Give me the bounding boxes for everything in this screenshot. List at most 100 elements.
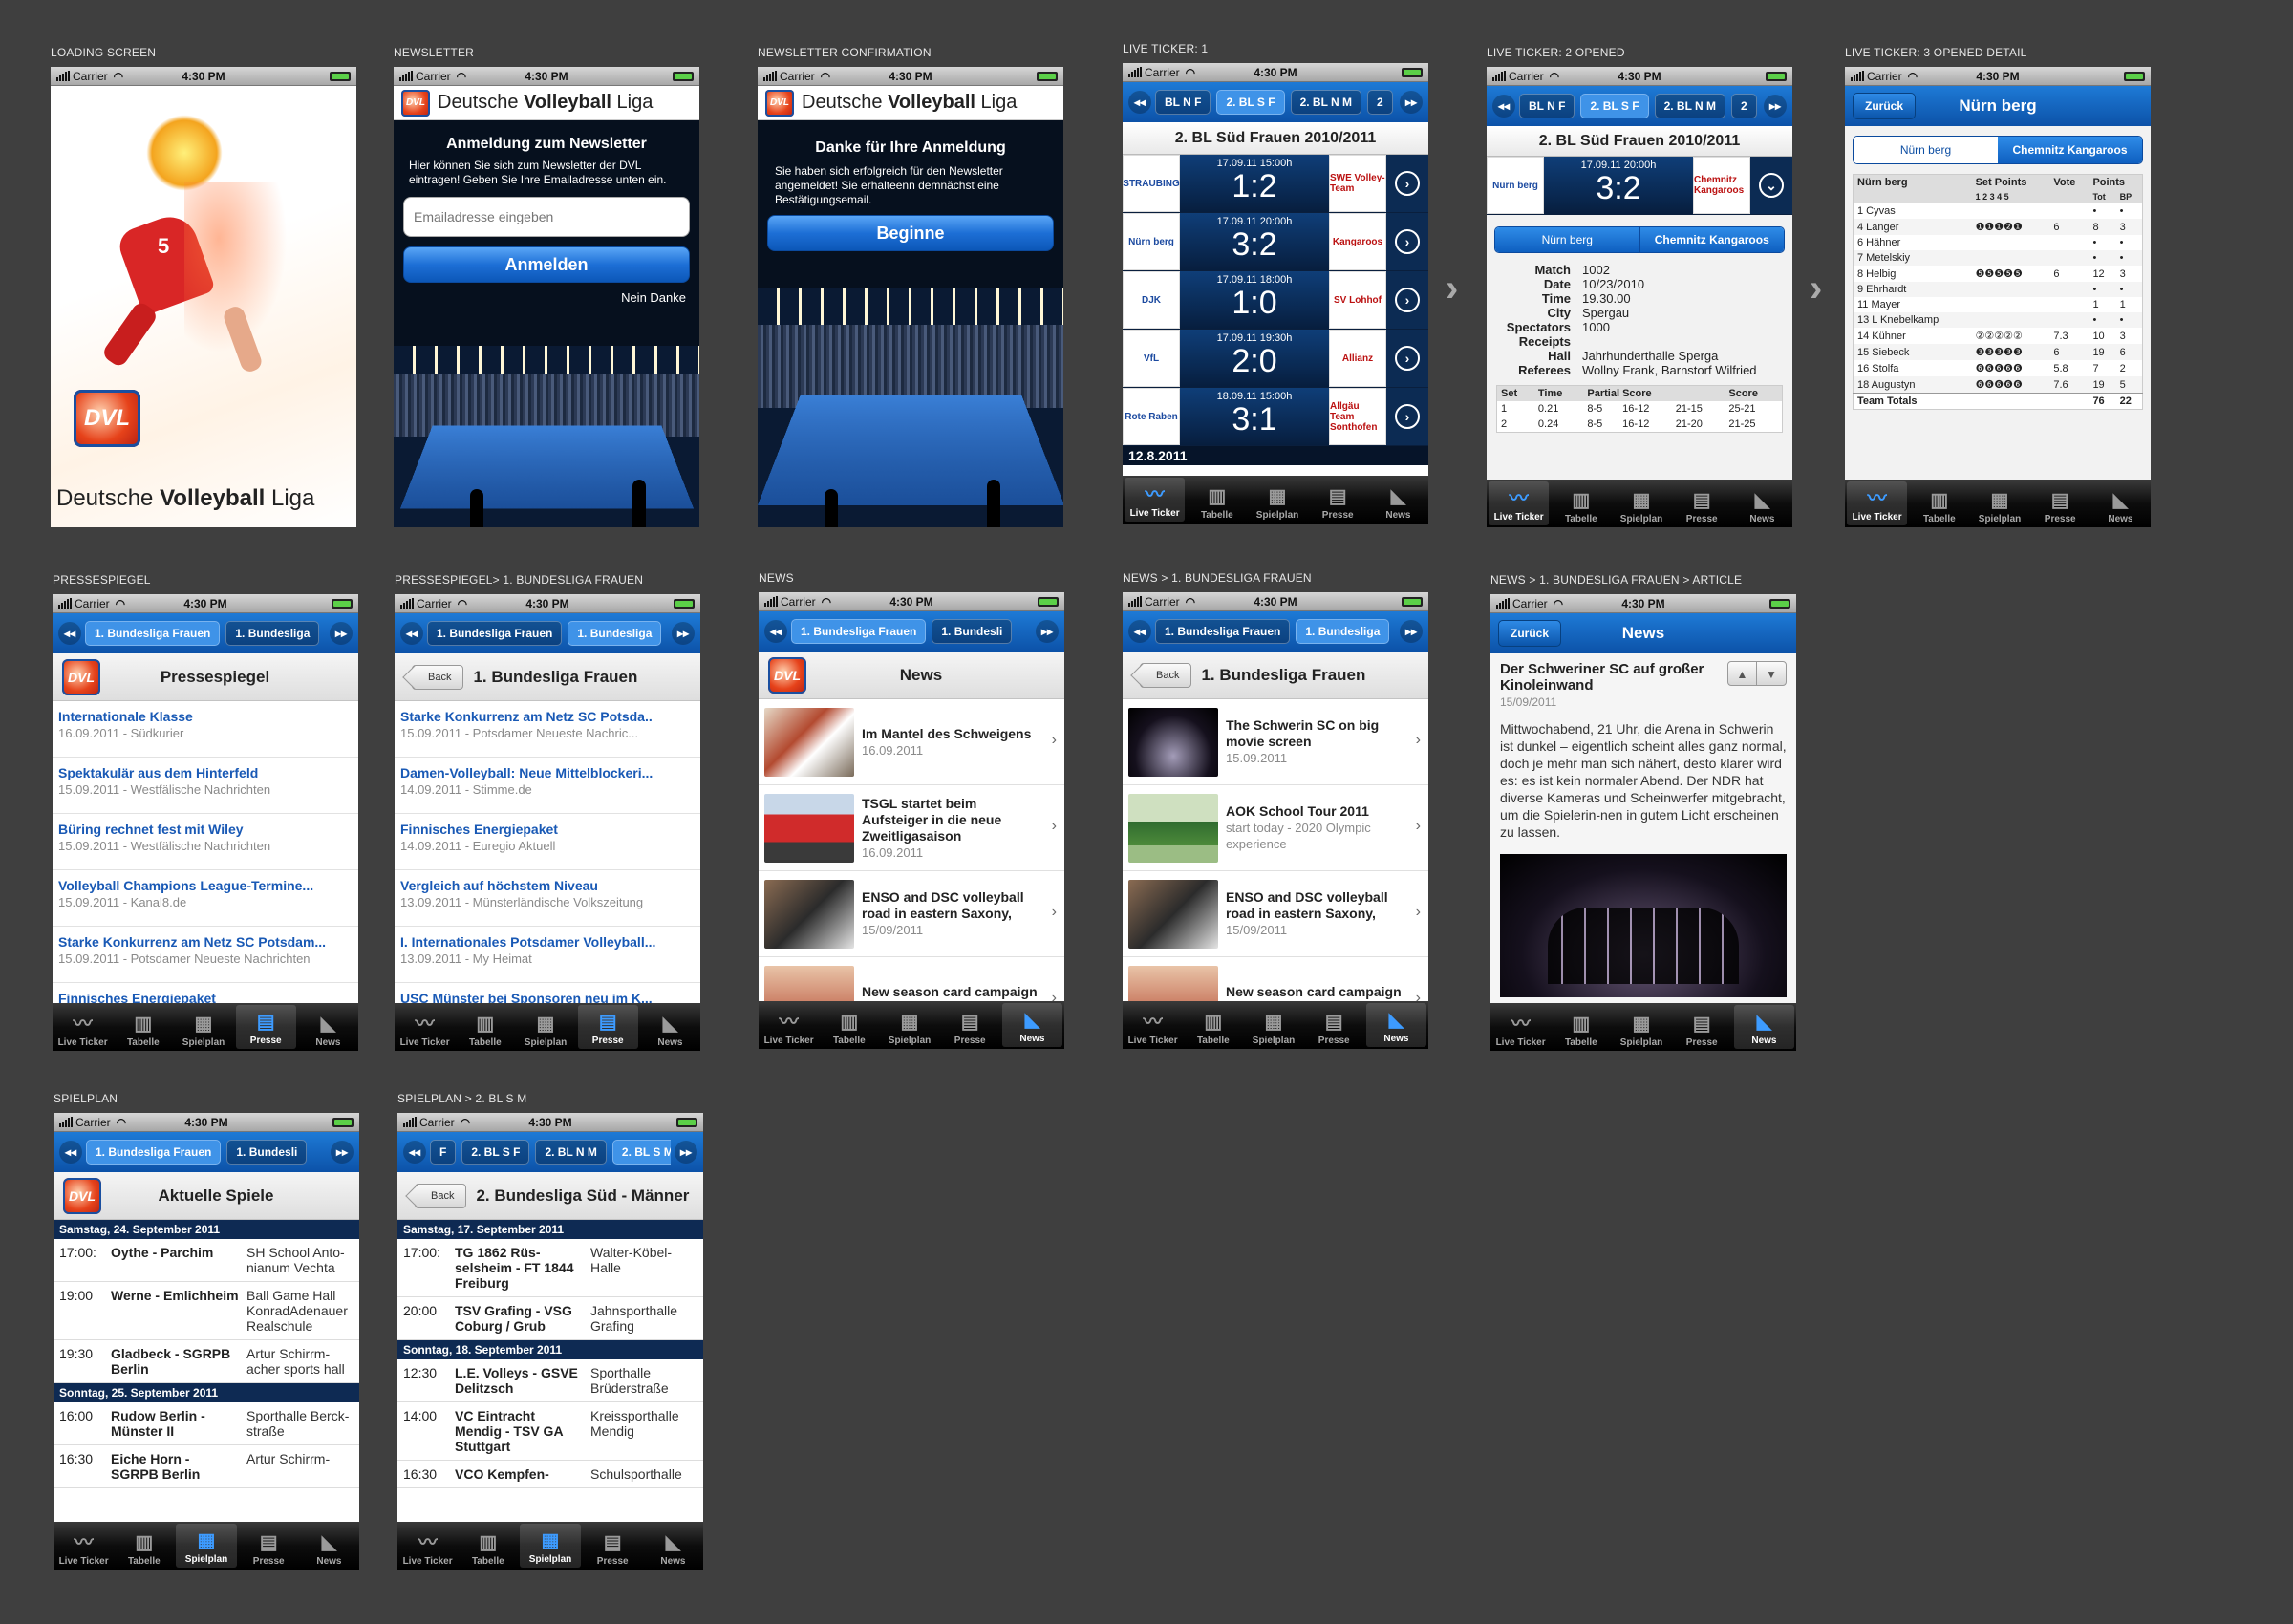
back-button[interactable]: Zurück <box>1853 93 1917 119</box>
league-segment[interactable]: 2 <box>1367 90 1393 115</box>
tab-news[interactable]: ◣ News <box>1733 1005 1795 1049</box>
tab-news[interactable]: ◣ News <box>1001 1003 1063 1047</box>
league-segment[interactable]: 2. BL N M <box>1290 90 1362 115</box>
tab-tabelle[interactable]: ▥ Tabelle <box>455 1003 515 1051</box>
tab-tabelle[interactable]: ▥ Tabelle <box>1183 1001 1243 1049</box>
list-item[interactable]: USC Münster bei Sponsoren neu im K... <box>395 983 700 1003</box>
league-segment[interactable]: 2. BL S F <box>461 1140 530 1165</box>
league-segment[interactable]: 1. Bundesliga Frauen <box>86 1140 222 1165</box>
tab-live-ticker[interactable]: 〰 Live Ticker <box>395 1003 455 1051</box>
tab-spielplan[interactable]: ▦ Spielplan <box>879 1001 939 1049</box>
back-button[interactable]: Back <box>415 1183 467 1208</box>
next-league-button[interactable]: ▸▸ <box>672 622 695 645</box>
tab-presse[interactable]: ▤ Presse <box>583 1522 643 1570</box>
tab-tabelle[interactable]: ▥ Tabelle <box>1551 480 1611 527</box>
tab-news[interactable]: ◣ News <box>2090 480 2151 527</box>
next-league-button[interactable]: ▸▸ <box>1400 91 1423 114</box>
tab-presse[interactable]: ▤ Presse <box>1672 1003 1732 1051</box>
previous-arrow-icon[interactable]: ▲ <box>1728 662 1757 685</box>
league-segment[interactable]: 1. Bundesliga Frauen <box>1155 619 1291 644</box>
list-item[interactable]: Starke Konkurrenz am Netz SC Potsda.. 15.… <box>395 701 700 758</box>
next-league-button[interactable]: ▸▸ <box>1400 620 1423 643</box>
tab-live-ticker[interactable]: 〰 Live Ticker <box>1489 481 1550 525</box>
back-button[interactable]: Zurück <box>1498 620 1562 647</box>
league-segment[interactable]: 2 <box>1731 94 1757 118</box>
news-item[interactable]: TSGL startet beim Aufsteiger in die neue… <box>759 785 1064 871</box>
league-segment[interactable]: 1. Bundesliga Frauen <box>791 619 927 644</box>
player-row[interactable]: 7 Metelskiy • • <box>1853 250 2143 266</box>
player-row[interactable]: 9 Ehrhardt • • <box>1853 282 2143 297</box>
game-row[interactable]: 19:30 Gladbeck - SGRPB Berlin Artur Schirr… <box>54 1340 359 1383</box>
tab-presse[interactable]: ▤ Presse <box>1672 480 1732 527</box>
start-button[interactable]: Beginne <box>767 215 1054 251</box>
league-segment[interactable]: BL N F <box>1519 94 1575 118</box>
tab-tabelle[interactable]: ▥ Tabelle <box>113 1003 173 1051</box>
back-button[interactable]: Back <box>1140 662 1192 688</box>
subscribe-button[interactable]: Anmelden <box>403 246 690 283</box>
tab-presse[interactable]: ▤ Presse <box>235 1005 296 1049</box>
tab-presse[interactable]: ▤ Presse <box>1304 1001 1364 1049</box>
list-item[interactable]: Damen-Volleyball: Neue Mittelblockeri...… <box>395 758 700 814</box>
tab-spielplan[interactable]: ▦ Spielplan <box>176 1524 237 1568</box>
game-row[interactable]: 20:00 TSV Grafing - VSG Coburg / Grub Jahn… <box>397 1297 703 1340</box>
league-segment[interactable]: 1. Bundesliga Frauen <box>427 621 563 646</box>
game-row[interactable]: 17:00: TG 1862 Rüs-selsheim - FT 1844 Fre… <box>397 1239 703 1297</box>
next-arrow-icon[interactable]: ▼ <box>1766 668 1777 681</box>
tab-spielplan[interactable]: ▦ Spielplan <box>520 1524 581 1568</box>
tab-live-ticker[interactable]: 〰 Live Ticker <box>759 1001 819 1049</box>
prev-league-button[interactable]: ◂◂ <box>764 620 787 643</box>
news-item[interactable]: The Schwerin SC on big movie screen 15.09… <box>1123 699 1428 785</box>
player-row[interactable]: 16 Stolfa ❻❻❻❻❻ 5.8 7 2 <box>1854 360 2143 376</box>
list-item[interactable]: Finnisches Energiepaket <box>53 983 358 1003</box>
league-segment[interactable]: 1. Bundesli <box>932 619 1013 644</box>
match-row[interactable]: Rote Raben 18.09.11 15:00h 3:1 Allgäu Team … <box>1123 388 1428 446</box>
tab-tabelle[interactable]: ▥ Tabelle <box>1909 480 1969 527</box>
news-item[interactable]: ENSO and DSC volleyball road in eastern … <box>759 871 1064 957</box>
league-segment[interactable]: 1. Bundesliga Frauen <box>85 621 221 646</box>
player-row[interactable]: 14 Kühner ②②②②② 7.3 10 3 <box>1854 328 2143 344</box>
tab-spielplan[interactable]: ▦ Spielplan <box>1243 1001 1303 1049</box>
next-league-button[interactable]: ▸▸ <box>675 1141 697 1164</box>
tab-spielplan[interactable]: ▦ Spielplan <box>515 1003 575 1051</box>
tab-tabelle[interactable]: ▥ Tabelle <box>114 1522 174 1570</box>
tab-tabelle[interactable]: ▥ Tabelle <box>1187 476 1247 524</box>
game-row[interactable]: 14:00 VC Eintracht Mendig - TSV GA Stuttg… <box>397 1402 703 1461</box>
player-row[interactable]: 4 Langer ❶❶❶❷❶ 6 8 3 <box>1853 219 2143 235</box>
game-row[interactable]: 12:30 L.E. Volleys - GSVE Delitzsch Sporth… <box>397 1359 703 1402</box>
news-item[interactable]: ENSO and DSC volleyball road in eastern … <box>1123 871 1428 957</box>
tab-news[interactable]: ◣ News <box>643 1522 703 1570</box>
player-row[interactable]: 13 L Knebelkamp • • <box>1853 312 2143 328</box>
expand-button[interactable]: › <box>1386 213 1428 270</box>
league-segment[interactable]: 2. BL N M <box>535 1140 607 1165</box>
tab-presse[interactable]: ▤ Presse <box>577 1005 638 1049</box>
prev-league-button[interactable]: ◂◂ <box>59 1141 82 1164</box>
match-row[interactable]: DJK 17.09.11 18:00h 1:0 SV Lohhof › <box>1123 271 1428 330</box>
prev-league-button[interactable]: ◂◂ <box>1128 91 1151 114</box>
list-item[interactable]: Internationale Klasse 16.09.2011 - Südkur… <box>53 701 358 758</box>
league-segment[interactable]: F <box>430 1140 457 1165</box>
decline-link[interactable]: Nein Danke <box>621 290 686 305</box>
tab-news[interactable]: ◣ News <box>1732 480 1792 527</box>
news-item[interactable]: New season card campaign of the Red › <box>759 957 1064 1001</box>
expand-button[interactable]: › <box>1386 271 1428 329</box>
next-league-button[interactable]: ▸▸ <box>1036 620 1059 643</box>
game-row[interactable]: 17:00: Oythe - Parchim SH School Anto-nian… <box>54 1239 359 1282</box>
league-segment[interactable]: 2. BL S M <box>611 1140 671 1165</box>
match-row[interactable]: STRAUBING 17.09.11 15:00h 1:2 SWE Volley-Te… <box>1123 155 1428 213</box>
expand-button[interactable]: › <box>1386 330 1428 387</box>
list-item[interactable]: Vergleich auf höchstem Niveau 13.09.2011 … <box>395 870 700 927</box>
tab-tabelle[interactable]: ▥ Tabelle <box>819 1001 879 1049</box>
news-item[interactable]: New season card campaign of the Red › <box>1123 957 1428 1001</box>
league-segment[interactable]: 2. BL N M <box>1654 94 1726 118</box>
team-toggle-away[interactable]: Chemnitz Kangaroos <box>1998 137 2142 163</box>
tab-spielplan[interactable]: ▦ Spielplan <box>1969 480 2029 527</box>
league-segment[interactable]: BL N F <box>1155 90 1211 115</box>
league-segment[interactable]: 1. Bundesliga <box>1296 619 1390 644</box>
tab-news[interactable]: ◣ News <box>640 1003 700 1051</box>
tab-live-ticker[interactable]: 〰 Live Ticker <box>1125 478 1186 522</box>
prev-league-button[interactable]: ◂◂ <box>403 1141 426 1164</box>
tab-tabelle[interactable]: ▥ Tabelle <box>1551 1003 1611 1051</box>
player-row[interactable]: 18 Augustyn ❻❻❻❻❻ 7.6 19 5 <box>1853 376 2143 394</box>
player-row[interactable]: 15 Siebeck ❸❸❸❸❸ 6 19 6 <box>1853 344 2143 360</box>
prev-league-button[interactable]: ◂◂ <box>58 622 81 645</box>
